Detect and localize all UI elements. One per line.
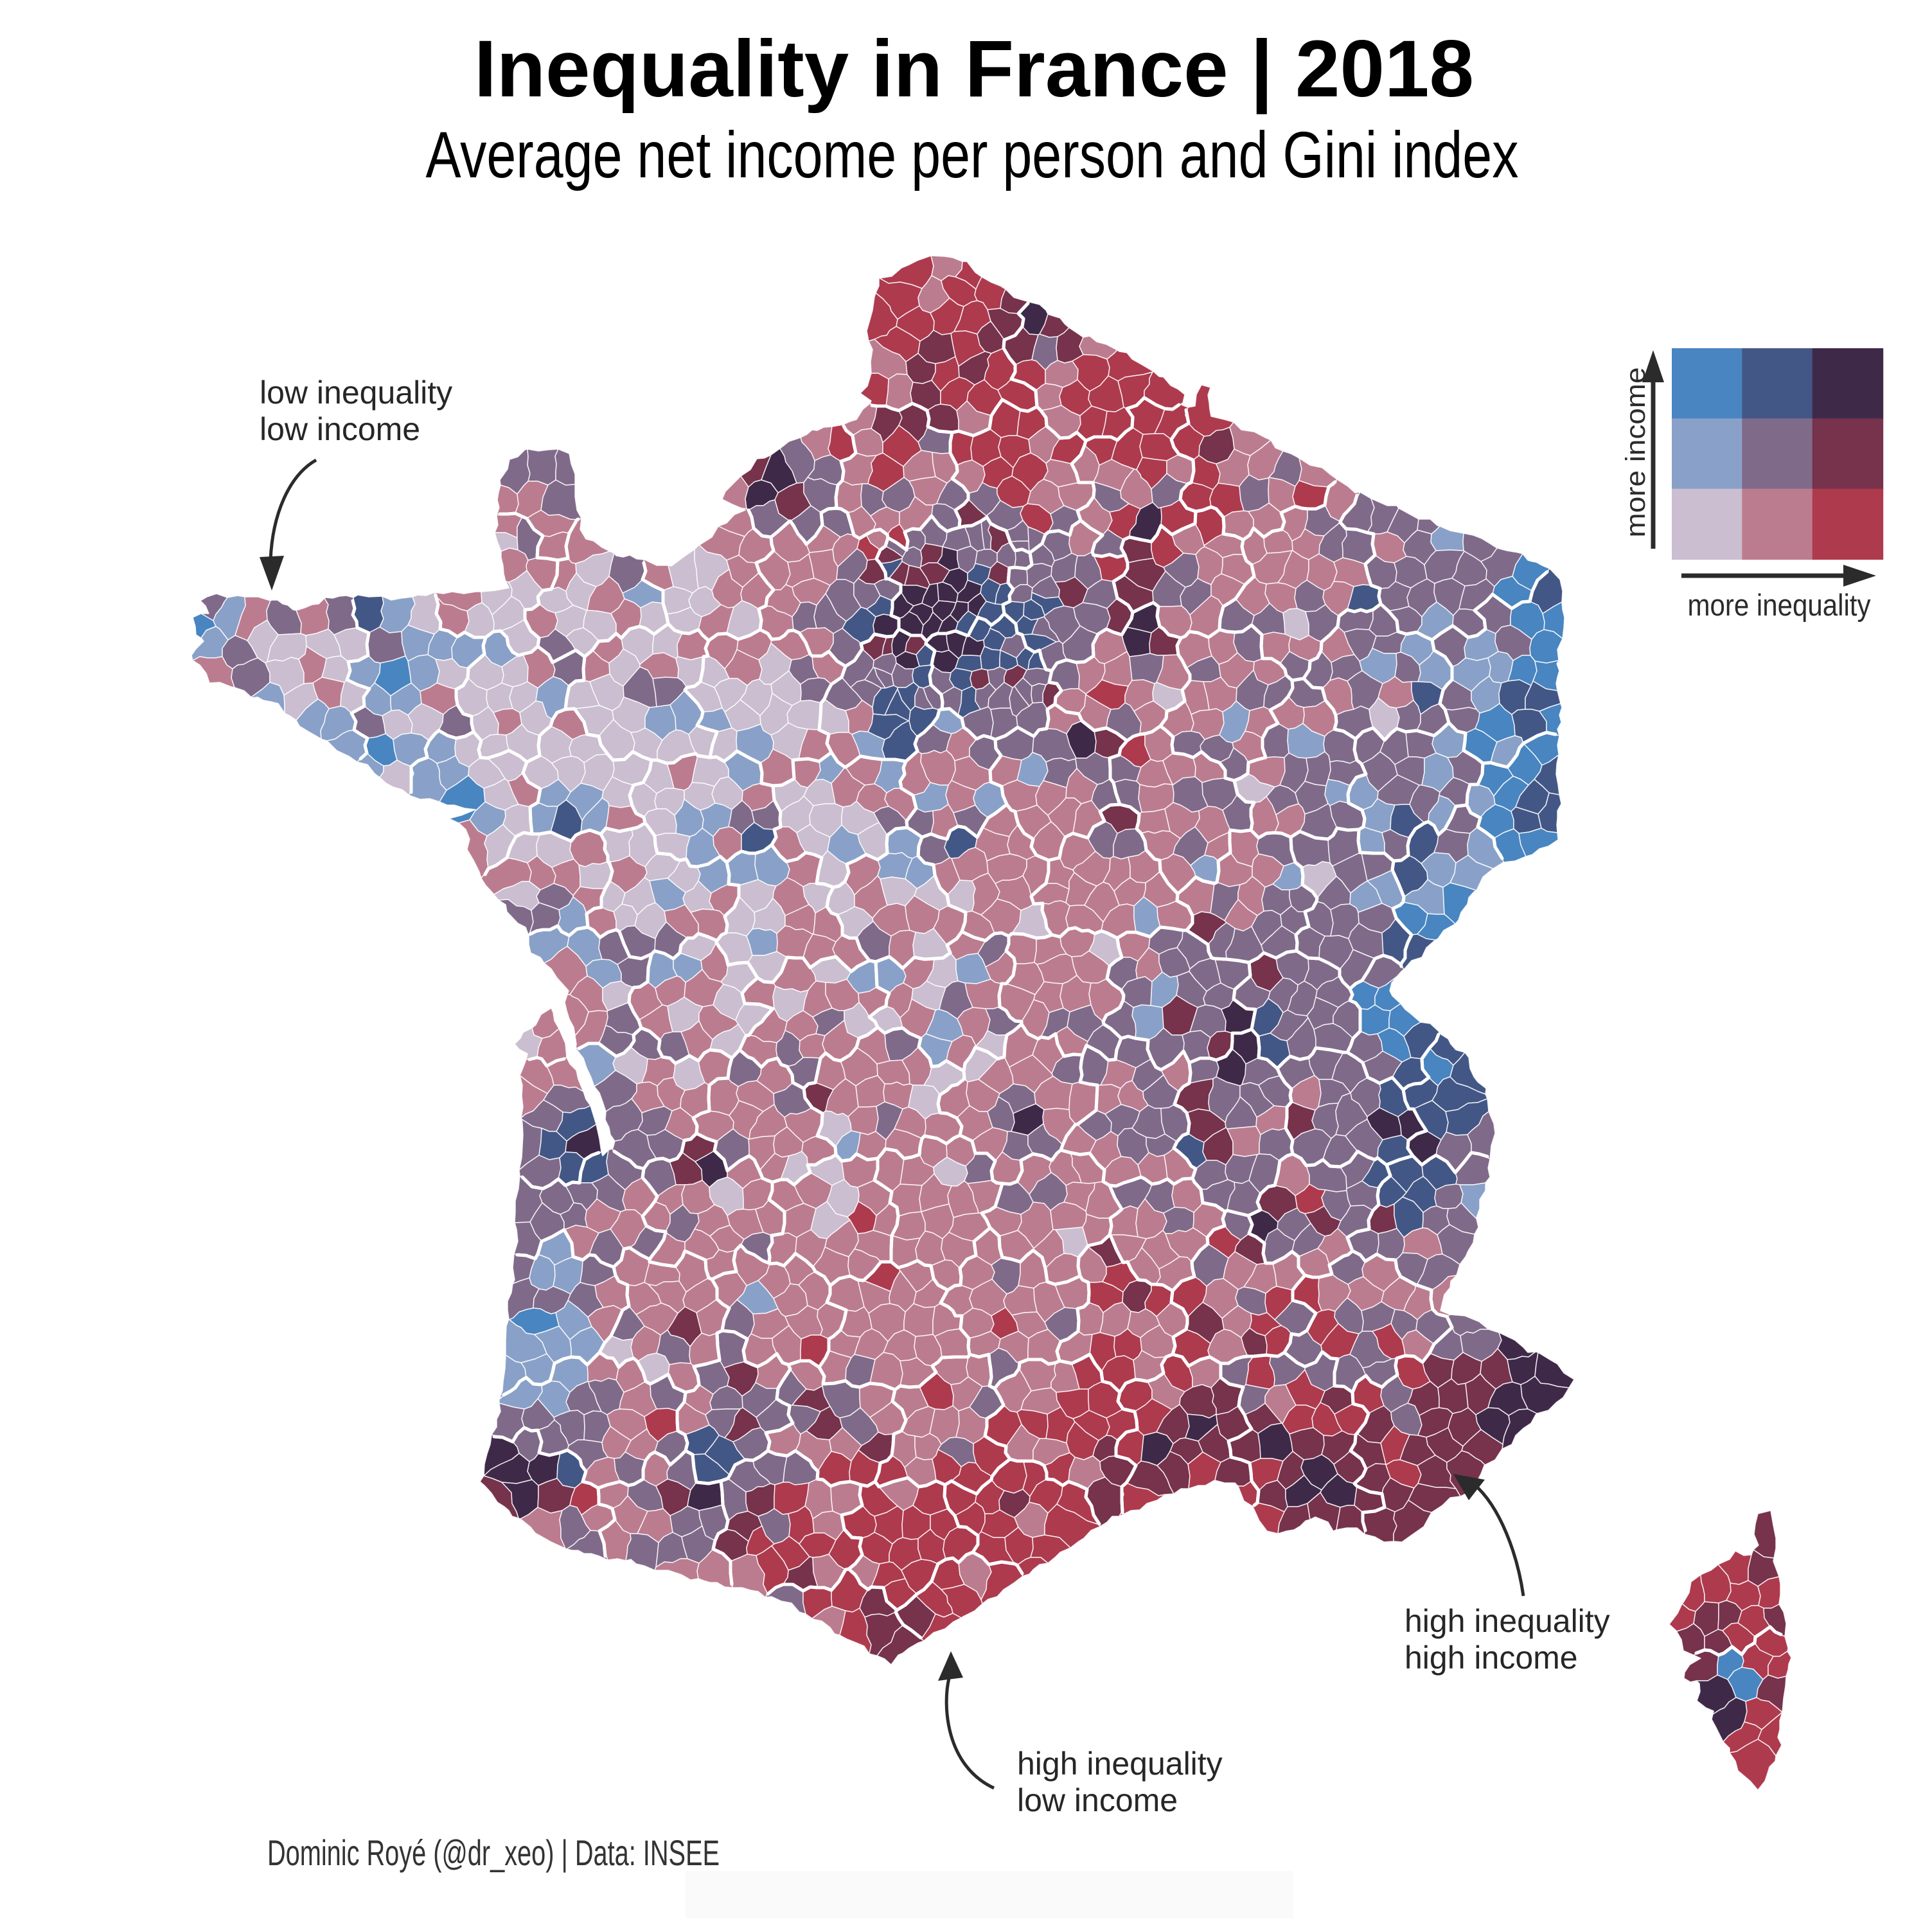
svg-text:high inequality: high inequality [1405, 1603, 1610, 1639]
svg-text:Average net income per person: Average net income per person and Gini i… [426, 118, 1519, 191]
svg-text:low income: low income [260, 411, 420, 447]
svg-text:low income: low income [1017, 1782, 1178, 1818]
svg-text:Inequality in France | 2018: Inequality in France | 2018 [474, 24, 1474, 114]
svg-text:high inequality: high inequality [1017, 1746, 1223, 1782]
svg-text:high income: high income [1405, 1640, 1578, 1676]
svg-text:more income: more income [1620, 368, 1651, 538]
svg-text:more inequality: more inequality [1688, 588, 1871, 622]
svg-text:low inequality: low inequality [260, 375, 452, 411]
svg-text:Dominic Royé (@dr_xeo) | Data:: Dominic Royé (@dr_xeo) | Data: INSEE [267, 1832, 720, 1873]
